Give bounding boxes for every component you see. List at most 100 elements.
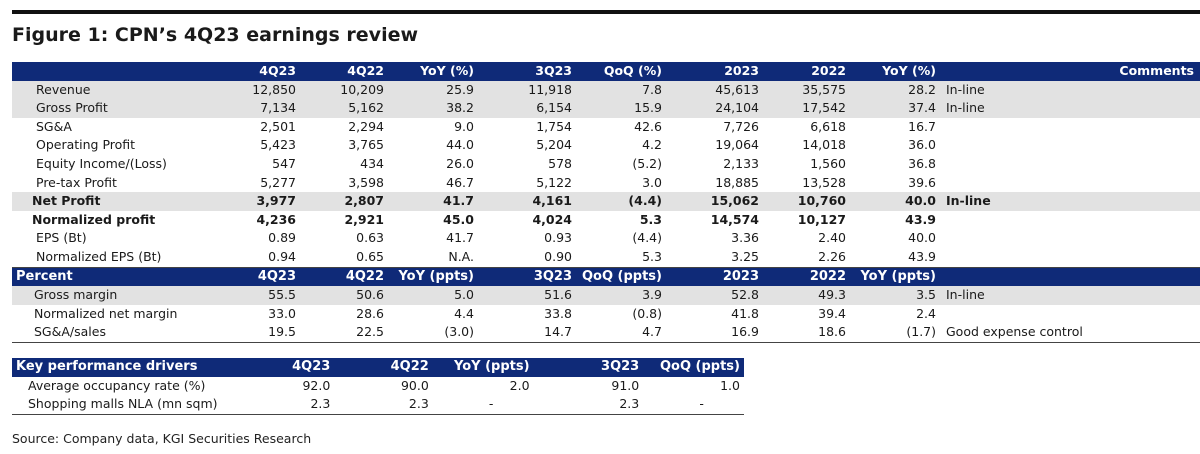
table-cell: 3.36	[731, 230, 759, 246]
header-cell: QoQ (ppts)	[643, 358, 744, 377]
table-cell: SG&A/sales	[12, 323, 210, 343]
table-cell: 5,423	[260, 137, 296, 153]
table-cell: 50.6	[300, 286, 388, 305]
header-cell: 4Q22	[300, 267, 388, 287]
table-cell: 41.7	[388, 192, 478, 211]
table-cell: 33.8	[544, 305, 572, 321]
header-cell: YoY (ppts)	[850, 267, 940, 287]
header-cell: 3Q23	[533, 358, 644, 377]
table-cell: 41.8	[731, 305, 759, 321]
table-cell: 5.3	[576, 247, 666, 268]
table-cell: 5.0	[388, 286, 478, 305]
table-cell	[940, 174, 1200, 193]
table-cell: Net Profit	[12, 192, 210, 211]
header-cell: 3Q23	[478, 62, 576, 81]
table-row: EPS (Bt) 0.89 0.63 41.7 0.93 (4.4) 3.36 2.40 40.…	[12, 229, 1200, 248]
table-cell: 38.2	[388, 99, 478, 118]
header-cell: 2023	[666, 267, 763, 287]
table-cell: (0.8)	[632, 305, 662, 321]
table-cell: 4.7	[576, 323, 666, 343]
table-cell: (4.4)	[632, 230, 662, 246]
table-cell: 92.0	[302, 377, 331, 393]
table-cell: 0.89	[268, 230, 296, 246]
table-row: SG&A/sales 19.5 22.5 (3.0) 14.7 4.7 16.9 18.6 (1…	[12, 323, 1200, 343]
header-cell: YoY (ppts)	[432, 358, 534, 377]
table-cell: 45,613	[666, 80, 763, 100]
table-cell: 578	[548, 155, 572, 171]
table-cell: 2.3	[334, 395, 433, 415]
header-cell	[12, 62, 210, 81]
table-cell: 7.8	[576, 80, 666, 100]
table-row: Normalized EPS (Bt) 0.94 0.65 N.A. 0.90 5.3 3.…	[12, 247, 1200, 268]
top-rule	[12, 10, 1200, 14]
table-cell: 0.90	[478, 247, 576, 268]
table-cell: 12,850	[210, 80, 300, 100]
table-cell: Pre-tax Profit	[36, 174, 117, 190]
table-cell: 42.6	[634, 118, 662, 134]
table-cell: 40.0	[850, 192, 940, 211]
table-cell: 5,122	[536, 174, 572, 190]
table-cell: 10,127	[797, 211, 846, 227]
table-cell: 434	[360, 155, 384, 171]
table-cell: 55.5	[210, 286, 300, 305]
percent-header-row: Percent 4Q23 4Q22 YoY (ppts) 3Q23 QoQ (p…	[12, 267, 1200, 287]
table-cell: 3.5	[850, 286, 940, 305]
table-cell: 14,018	[802, 137, 846, 153]
table-cell: Normalized EPS (Bt)	[12, 247, 210, 268]
table-cell: 6,618	[810, 118, 846, 134]
table-cell	[940, 229, 1200, 248]
table-cell: In-line	[940, 192, 1200, 211]
table-cell: 547	[272, 155, 296, 171]
table-cell: 28.6	[356, 305, 384, 321]
table-cell: In-line	[940, 286, 1200, 305]
table-cell: 2,807	[300, 192, 388, 211]
table-cell: 4.4	[454, 305, 474, 321]
figure-title: Figure 1: CPN’s 4Q23 earnings review	[12, 24, 419, 46]
table-cell	[940, 136, 1200, 155]
table-cell: 22.5	[300, 323, 388, 343]
table-cell: Average occupancy rate (%)	[28, 377, 206, 393]
table-cell: 0.65	[300, 247, 388, 268]
table-cell: 52.8	[666, 286, 763, 305]
table-cell	[940, 155, 1200, 174]
table-cell: 4,236	[256, 211, 296, 227]
header-cell: QoQ (ppts)	[576, 267, 666, 287]
table-cell: 51.6	[478, 286, 576, 305]
table-row: Net Profit 3,977 2,807 41.7 4,161 (4.4) 15,062…	[12, 192, 1200, 211]
table-cell: In-line	[940, 99, 1200, 118]
source-note: Source: Company data, KGI Securities Res…	[12, 431, 312, 446]
earnings-table: 4Q23 4Q22 YoY (%) 3Q23 QoQ (%) 2023 2022…	[12, 62, 1200, 343]
table-cell: 3.0	[642, 174, 662, 190]
table-cell: 33.0	[268, 305, 296, 321]
table-cell: 2,294	[348, 118, 384, 134]
table-cell: 0.63	[356, 230, 384, 246]
header-cell: Comments	[940, 62, 1200, 81]
table-row: Normalized profit 4,236 2,921 45.0 4,024 5.3 1…	[12, 211, 1200, 230]
table-cell: 1.0	[720, 377, 740, 393]
table-row: Gross Profit 7,134 5,162 38.2 6,154 15.9 24,10…	[12, 99, 1200, 118]
table-cell: 40.0	[908, 230, 936, 246]
kpi-table: Key performance drivers 4Q23 4Q22 YoY (p…	[12, 358, 744, 415]
table-cell: 15,062	[666, 192, 763, 211]
table-cell: 2.3	[233, 395, 335, 415]
table-cell: 0.94	[210, 247, 300, 268]
table-cell: 2,133	[723, 155, 759, 171]
table-cell: Revenue	[12, 80, 210, 100]
table-cell: 90.0	[400, 377, 429, 393]
table-cell: (5.2)	[632, 155, 662, 171]
table-row: Equity Income/(Loss) 547 434 26.0 578 (5.2) 2,…	[12, 155, 1200, 174]
header-cell	[940, 267, 1200, 287]
header-cell: YoY (%)	[388, 62, 478, 81]
table-cell: 16.9	[666, 323, 763, 343]
header-cell: Percent	[12, 267, 210, 287]
table-cell: 7,726	[723, 118, 759, 134]
table-cell: 2.0	[509, 377, 530, 393]
table-cell: -	[432, 395, 534, 415]
table-cell: N.A.	[388, 247, 478, 268]
table-cell: 36.0	[908, 137, 936, 153]
table-cell: 11,918	[478, 80, 576, 100]
table-cell: 36.8	[908, 155, 936, 171]
table-cell: 13,528	[802, 174, 846, 190]
table-cell	[940, 247, 1200, 268]
table-cell: (1.7)	[850, 323, 940, 343]
